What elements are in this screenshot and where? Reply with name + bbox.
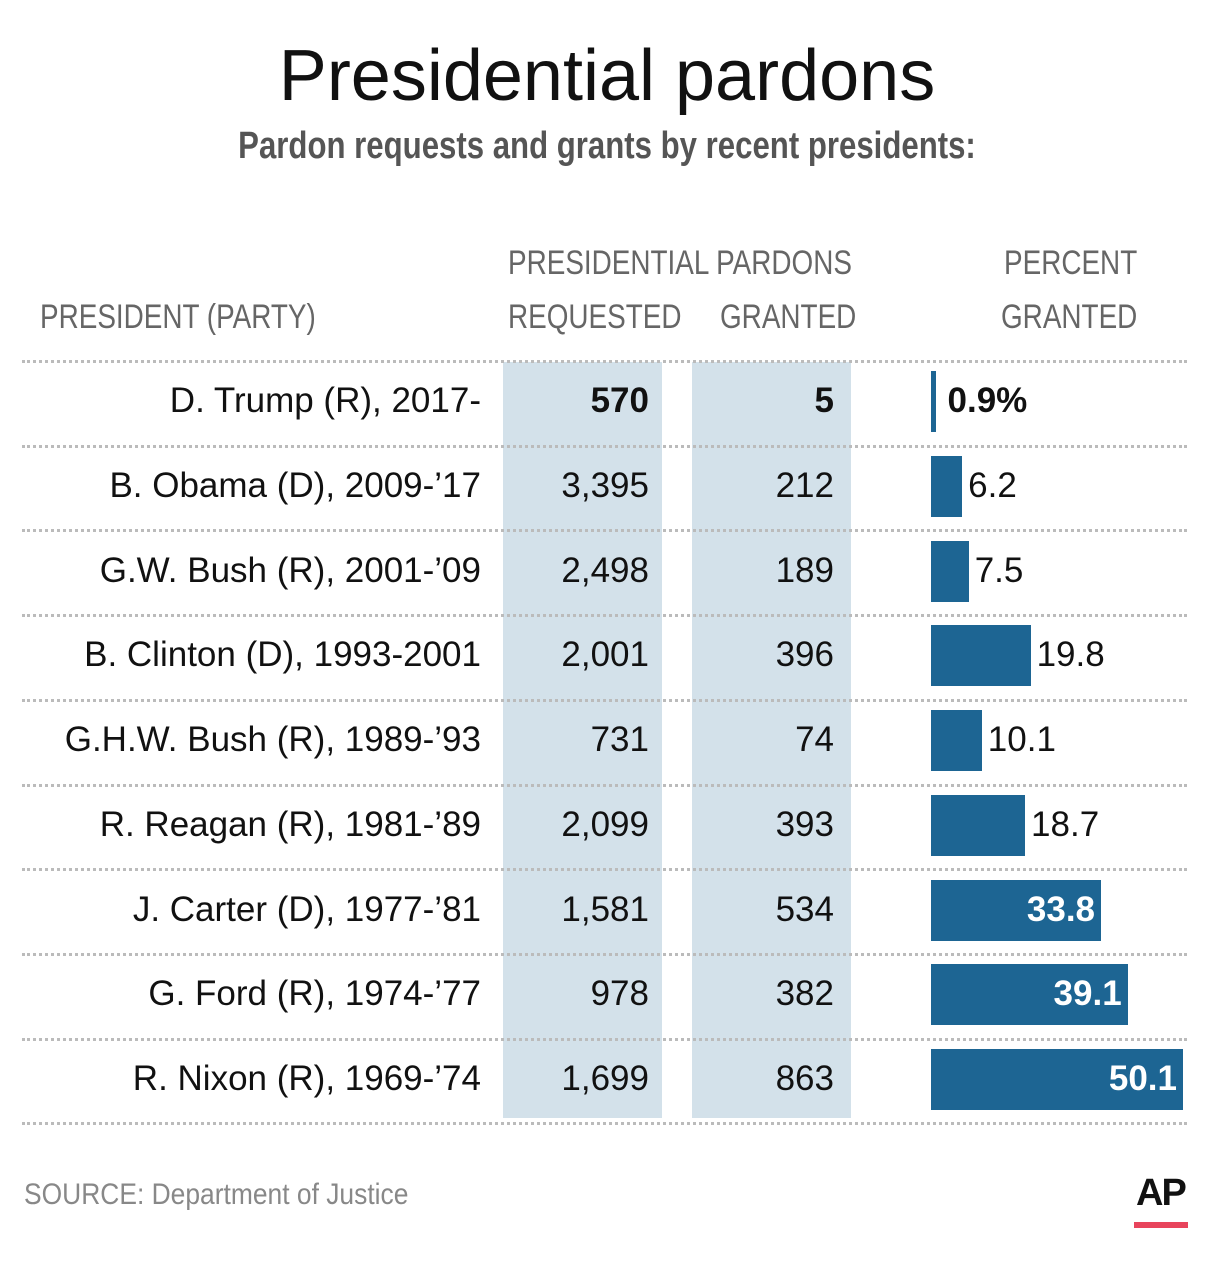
- granted-value: 382: [775, 974, 834, 1014]
- percent-label: 6.2: [968, 466, 1017, 506]
- percent-label: 7.5: [974, 550, 1024, 590]
- requested-value: 2,001: [561, 635, 649, 675]
- percent-bar: [931, 1048, 1183, 1110]
- header-requested: REQUESTED: [508, 298, 682, 336]
- percent-label: 10.1: [987, 720, 1056, 760]
- granted-value: 5: [814, 381, 834, 421]
- row-divider: [22, 614, 1187, 618]
- row-divider: [22, 952, 1187, 956]
- president-name: G.W. Bush (R), 2001-’09: [99, 550, 481, 590]
- header-percent-granted: GRANTED: [1001, 298, 1138, 336]
- granted-value: 393: [775, 804, 834, 844]
- row-divider: [22, 868, 1187, 872]
- percent-bar: [931, 625, 1031, 687]
- chart-subtitle: Pardon requests and grants by recent pre…: [238, 125, 976, 167]
- percent-label: 50.1: [1108, 1058, 1177, 1098]
- requested-value: 978: [590, 974, 649, 1014]
- president-name: J. Carter (D), 1977-’81: [132, 889, 481, 929]
- percent-label: 19.8: [1036, 635, 1105, 675]
- source-note: SOURCE: Department of Justice: [24, 1178, 409, 1211]
- president-name: R. Nixon (R), 1969-’74: [132, 1058, 481, 1098]
- ap-logo-underline: [1134, 1222, 1188, 1228]
- granted-value: 863: [775, 1058, 834, 1098]
- president-name: G. Ford (R), 1974-’77: [148, 974, 481, 1014]
- ap-logo: AP: [1136, 1172, 1187, 1214]
- percent-bar: [931, 794, 1026, 856]
- percent-label: 39.1: [1053, 974, 1122, 1014]
- percent-label: 33.8: [1026, 889, 1096, 929]
- percent-label: 18.7: [1031, 804, 1100, 844]
- president-name: G.H.W. Bush (R), 1989-’93: [64, 720, 481, 760]
- percent-bar: [931, 964, 1128, 1026]
- row-divider: [22, 1037, 1187, 1041]
- requested-value: 570: [590, 381, 649, 421]
- header-percent: PERCENT: [1004, 244, 1138, 282]
- percent-label: 0.9%: [947, 381, 1028, 421]
- row-divider: [22, 783, 1187, 787]
- granted-value: 534: [775, 889, 834, 929]
- percent-bar: [931, 879, 1101, 941]
- chart-title: Presidential pardons: [278, 36, 936, 116]
- granted-value: 74: [795, 720, 834, 760]
- percent-bar: [931, 710, 982, 772]
- requested-column-shade: [503, 362, 662, 1118]
- header-group: PRESIDENTIAL PARDONS: [508, 244, 852, 282]
- row-divider: [22, 360, 1187, 363]
- percent-bar: [931, 456, 963, 518]
- president-name: R. Reagan (R), 1981-’89: [99, 804, 481, 844]
- row-divider: [22, 698, 1187, 702]
- president-name: D. Trump (R), 2017-: [169, 381, 481, 421]
- president-name: B. Clinton (D), 1993-2001: [84, 635, 481, 675]
- requested-value: 1,581: [561, 889, 649, 929]
- header-president: PRESIDENT (PARTY): [40, 298, 316, 336]
- row-divider: [22, 529, 1187, 533]
- header-granted: GRANTED: [720, 298, 857, 336]
- percent-bar: [931, 371, 936, 433]
- president-name: B. Obama (D), 2009-’17: [109, 466, 481, 506]
- granted-value: 396: [775, 635, 834, 675]
- requested-value: 2,099: [561, 804, 649, 844]
- requested-value: 3,395: [561, 466, 649, 506]
- requested-value: 1,699: [561, 1058, 649, 1098]
- percent-bar: [931, 540, 969, 602]
- requested-value: 731: [590, 720, 649, 760]
- granted-column-shade: [692, 362, 851, 1118]
- requested-value: 2,498: [561, 550, 649, 590]
- granted-value: 212: [775, 466, 834, 506]
- granted-value: 189: [775, 550, 834, 590]
- row-divider: [22, 1122, 1187, 1126]
- row-divider: [22, 444, 1187, 448]
